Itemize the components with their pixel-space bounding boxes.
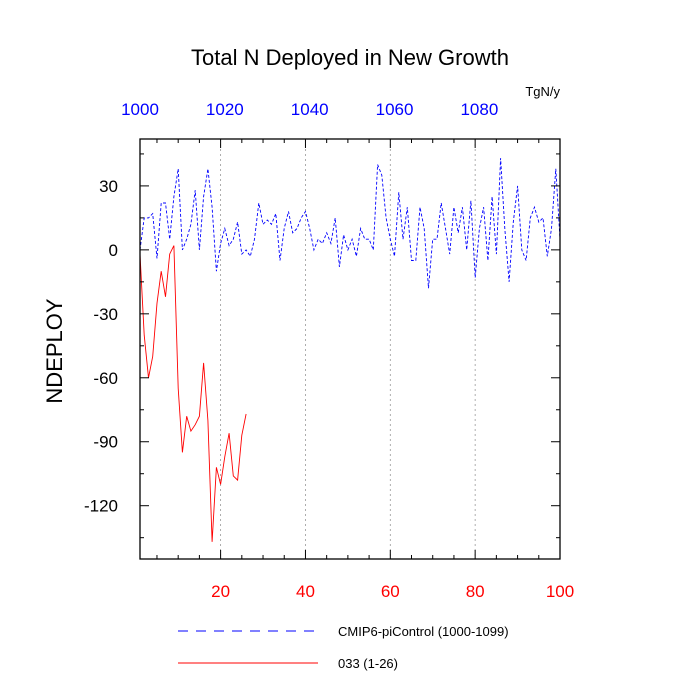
x-tick-label-top: 1060 (376, 100, 414, 119)
y-tick-label: -120 (84, 497, 118, 516)
y-tick-label: -60 (93, 369, 118, 388)
series-layer (140, 158, 560, 542)
gridlines (220, 139, 476, 559)
x-tick-label-top: 1080 (460, 100, 498, 119)
x-tick-label-bottom: 80 (466, 582, 485, 601)
x-tick-label-top: 1020 (206, 100, 244, 119)
legend-label: CMIP6-piControl (1000-1099) (338, 624, 509, 639)
y-tick-label: 30 (99, 177, 118, 196)
axis-ticks: 20 40 60 80 100 1000 1020 1040 1060 1080 30 0 -30 -60… (84, 100, 574, 601)
x-tick-label-bottom: 100 (546, 582, 574, 601)
y-axis-label: NDEPLOY (42, 298, 67, 403)
plot-frame (139, 138, 561, 560)
x-tick-label-top: 1040 (291, 100, 329, 119)
legend-label: 033 (1-26) (338, 656, 398, 671)
y-tick-label: -90 (93, 433, 118, 452)
legend: CMIP6-piControl (1000-1099) 033 (1-26) (178, 624, 509, 671)
x-tick-label-bottom: 40 (296, 582, 315, 601)
y-tick-label: 0 (109, 241, 118, 260)
series-line-run-033 (140, 245, 247, 542)
chart-title: Total N Deployed in New Growth (191, 45, 509, 70)
x-tick-label-top: 1000 (121, 100, 159, 119)
units-label: TgN/y (525, 84, 560, 99)
series-line-picontrol (140, 158, 560, 289)
x-tick-label-bottom: 60 (381, 582, 400, 601)
y-tick-label: -30 (93, 305, 118, 324)
x-tick-label-bottom: 20 (211, 582, 230, 601)
